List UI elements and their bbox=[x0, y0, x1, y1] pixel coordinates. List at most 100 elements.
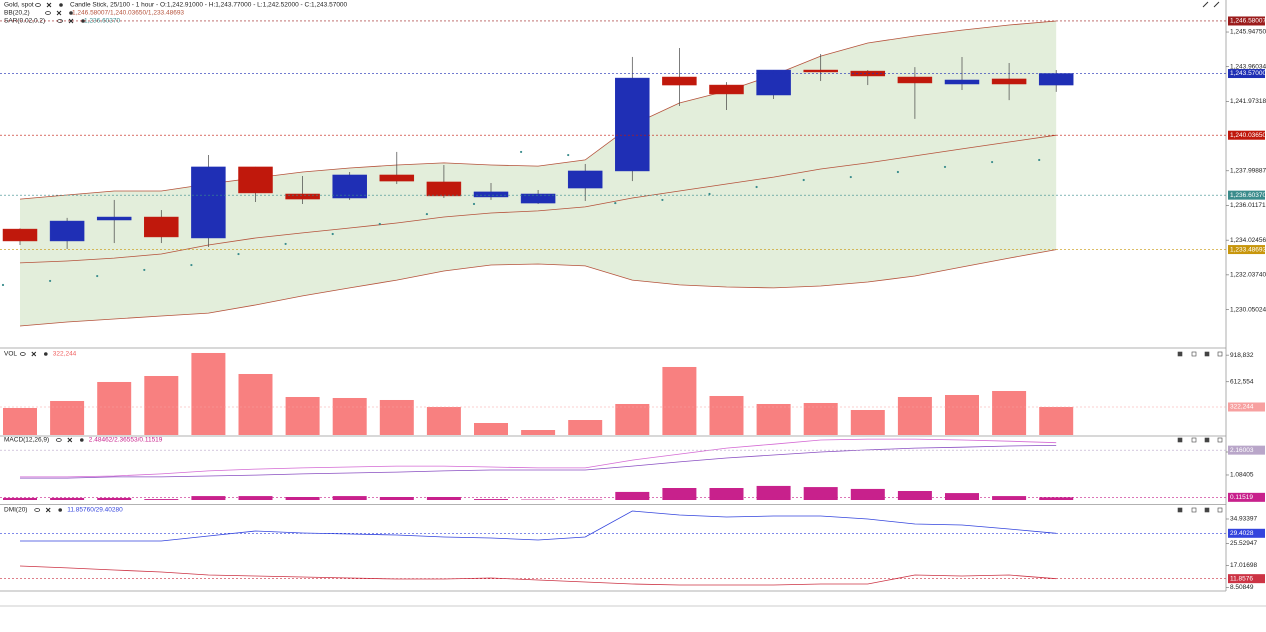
candle-body bbox=[520, 193, 556, 204]
remove-icon[interactable] bbox=[31, 351, 37, 357]
candle-body bbox=[850, 70, 886, 77]
panel-button[interactable] bbox=[1204, 437, 1210, 443]
panel-value: 2.48462/2.36553/0.11519 bbox=[89, 437, 163, 444]
remove-icon[interactable] bbox=[56, 10, 62, 16]
y-tick-label: 1,245.94750 bbox=[1230, 29, 1266, 36]
toggle-icon[interactable] bbox=[35, 3, 41, 7]
candle-body bbox=[803, 69, 838, 73]
volume-bar bbox=[238, 373, 273, 435]
panel-button[interactable] bbox=[1204, 351, 1210, 357]
candle-body bbox=[1038, 73, 1074, 86]
level-marker bbox=[1228, 492, 1265, 502]
level-marker bbox=[1228, 445, 1265, 455]
y-tick-label: 918,832 bbox=[1230, 352, 1254, 359]
panel-button[interactable] bbox=[1217, 351, 1223, 357]
candle-body bbox=[96, 216, 132, 221]
remove-icon[interactable] bbox=[45, 507, 51, 513]
indicator-value: 1,246.58007/1,240.03650/1,233.48693 bbox=[72, 10, 184, 17]
candle-body bbox=[756, 69, 791, 96]
y-tick-label: 17.01698 bbox=[1230, 562, 1257, 569]
histogram-bar bbox=[3, 497, 37, 500]
settings-icon[interactable] bbox=[44, 352, 48, 356]
histogram-bar bbox=[850, 488, 885, 500]
panel-button[interactable] bbox=[1191, 351, 1197, 357]
candle-body bbox=[426, 181, 462, 197]
volume-bar bbox=[50, 400, 85, 435]
y-tick-label: 1,230.05024 bbox=[1230, 306, 1266, 313]
level-label: 0.11519 bbox=[1230, 494, 1253, 501]
panel-button[interactable] bbox=[1217, 437, 1223, 443]
histogram-bar bbox=[379, 497, 414, 500]
volume-bar bbox=[615, 403, 650, 435]
volume-bar bbox=[521, 430, 556, 435]
histogram-bar bbox=[144, 499, 179, 500]
candle-body bbox=[49, 220, 85, 242]
histogram-bar bbox=[285, 497, 320, 500]
volume-bar bbox=[756, 403, 791, 435]
indicator-name: BB(20,2) bbox=[4, 10, 30, 17]
toggle-icon[interactable] bbox=[19, 352, 26, 356]
toggle-icon[interactable] bbox=[45, 11, 51, 15]
sar-dot bbox=[190, 263, 193, 267]
histogram-bar bbox=[945, 493, 979, 500]
settings-icon[interactable] bbox=[80, 438, 84, 442]
level-label: 29.4028 bbox=[1230, 530, 1254, 537]
panel-button[interactable] bbox=[1217, 507, 1223, 513]
remove-icon[interactable] bbox=[68, 18, 74, 24]
level-marker bbox=[1228, 69, 1265, 79]
candle-body bbox=[897, 76, 933, 84]
indicator-line bbox=[20, 445, 1057, 479]
y-tick-label: 8.50849 bbox=[1230, 584, 1254, 591]
indicator-line bbox=[19, 565, 1057, 586]
level-label: 11.8576 bbox=[1230, 575, 1253, 582]
y-tick-label: 1.08405 bbox=[1230, 472, 1254, 479]
histogram-bar bbox=[756, 485, 791, 500]
remove-icon[interactable] bbox=[46, 2, 52, 8]
panel-button[interactable] bbox=[1177, 437, 1183, 443]
histogram-bar bbox=[803, 487, 838, 500]
y-tick-label: 1,232.03740 bbox=[1230, 272, 1266, 279]
level-marker bbox=[1228, 402, 1265, 412]
y-tick-label: 1,236.01171 bbox=[1230, 202, 1266, 209]
expand-icon[interactable] bbox=[1202, 1, 1220, 8]
volume-bar bbox=[1039, 406, 1074, 435]
panel-button[interactable] bbox=[1177, 351, 1183, 357]
sar-dot bbox=[472, 202, 476, 206]
settings-icon[interactable] bbox=[69, 11, 73, 15]
panel-value: 322,244 bbox=[53, 351, 77, 358]
remove-icon[interactable] bbox=[67, 437, 73, 443]
toggle-icon[interactable] bbox=[55, 438, 62, 442]
sar-dot bbox=[755, 185, 758, 189]
volume-bar bbox=[568, 419, 603, 435]
volume-bar bbox=[662, 366, 697, 435]
indicator-value: 1,236.60370 bbox=[84, 18, 121, 25]
settings-icon[interactable] bbox=[58, 508, 62, 512]
candle-body bbox=[285, 193, 320, 200]
panel-button[interactable] bbox=[1177, 507, 1183, 513]
volume-bar bbox=[332, 397, 367, 435]
sar-dot bbox=[49, 279, 52, 283]
candle-body bbox=[473, 191, 509, 198]
candle-body bbox=[991, 78, 1027, 85]
histogram-bar bbox=[662, 488, 697, 500]
sar-dot bbox=[1038, 158, 1041, 162]
volume-bar bbox=[426, 406, 461, 435]
level-label: 1,240.03650 bbox=[1230, 132, 1266, 139]
sar-dot bbox=[896, 170, 900, 174]
panel-button[interactable] bbox=[1191, 437, 1197, 443]
histogram-bar bbox=[50, 497, 85, 500]
band-lower bbox=[19, 249, 1057, 327]
panel-button[interactable] bbox=[1191, 507, 1197, 513]
sar-dot bbox=[96, 274, 99, 278]
toggle-icon[interactable] bbox=[34, 508, 41, 512]
panel-button[interactable] bbox=[1204, 507, 1210, 513]
level-marker bbox=[1228, 574, 1265, 584]
histogram-bar bbox=[992, 496, 1027, 500]
y-tick-label: 1,243.96034 bbox=[1230, 63, 1266, 70]
volume-bar bbox=[3, 407, 37, 435]
settings-icon[interactable] bbox=[81, 19, 85, 23]
panel-value: 11.85760/29.40280 bbox=[67, 507, 123, 514]
panel-title: MACD(12,26,9) bbox=[4, 437, 49, 444]
candle-body bbox=[379, 174, 415, 182]
settings-icon[interactable] bbox=[59, 3, 63, 7]
